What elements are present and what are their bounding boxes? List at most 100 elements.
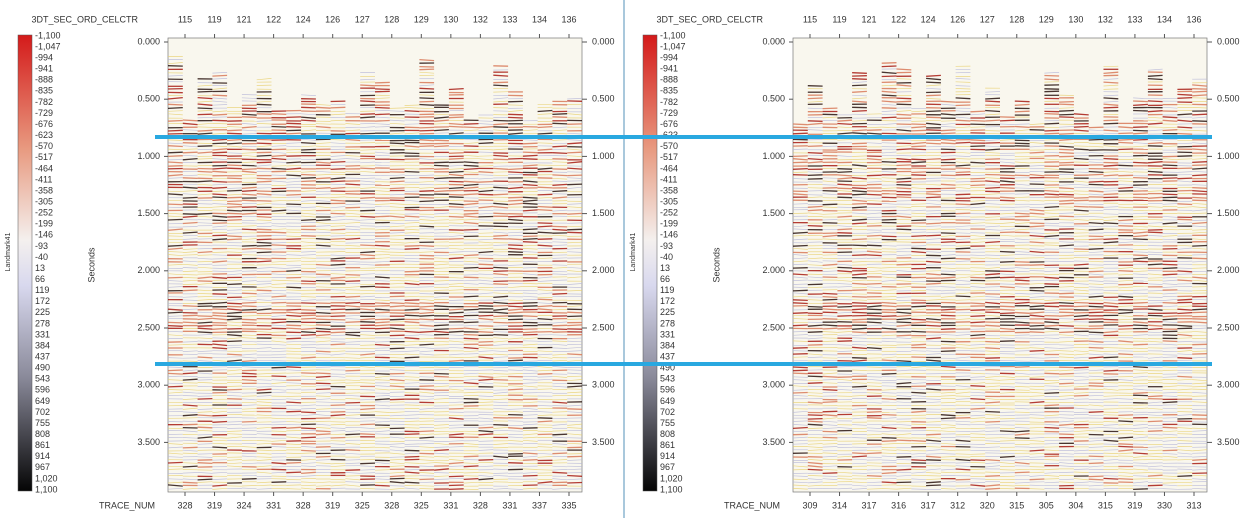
seismic-stroke [493,374,508,375]
seismic-stroke [227,143,242,144]
seismic-stroke [897,197,912,198]
seismic-stroke [272,322,287,323]
seismic-stroke [390,181,405,182]
seismic-stroke [449,328,464,329]
seismic-stroke [390,348,405,349]
seismic-stroke [272,424,287,425]
seismic-stroke [301,341,316,342]
top-tick-label: 130 [443,14,458,24]
seismic-stroke [405,309,420,310]
seismic-stroke [257,162,272,163]
seismic-stroke [1118,149,1133,150]
seismic-stroke [523,239,538,240]
seismic-stroke [257,246,272,247]
colorbar-label: 384 [35,340,50,350]
seismic-stroke [375,303,390,304]
seismic-stroke [198,213,213,214]
seismic-stroke [926,111,941,112]
seismic-stroke [493,175,508,176]
seismic-stroke [419,294,434,295]
seismic-stroke [523,152,538,153]
seismic-stroke [1192,162,1207,163]
colorbar-label: 702 [660,407,675,417]
left-tick-label: 1.000 [137,151,160,161]
seismic-stroke [911,220,926,221]
seismic-stroke [808,153,823,154]
seismic-stroke [419,223,434,224]
seismic-stroke [345,166,360,167]
top-tick-label: 134 [532,14,547,24]
colorbar-label: 914 [35,451,50,461]
seismic-stroke [464,248,479,249]
bottom-tick-label: 328 [177,500,192,510]
colorbar-label: -888 [660,75,678,85]
seismic-stroke [375,108,390,109]
seismic-stroke [538,194,553,195]
seismic-stroke [1089,174,1104,175]
seismic-stroke [941,130,956,131]
seismic-stroke [449,344,464,345]
seismic-stroke [286,485,301,486]
seismic-stroke [301,107,316,108]
seismic-stroke [956,142,971,143]
seismic-stroke [419,306,434,307]
seismic-stroke [508,463,523,464]
seismic-stroke [375,89,390,90]
seismic-stroke [360,447,375,448]
seismic-stroke [301,437,316,438]
seismic-stroke [227,220,242,221]
seismic-stroke [464,296,479,297]
seismic-stroke [1074,187,1089,188]
seismic-stroke [1192,246,1207,247]
seismic-stroke [331,181,346,182]
colorbar-label: -623 [35,130,53,140]
seismic-stroke [168,108,183,109]
seismic-stroke [405,249,420,250]
seismic-stroke [286,476,301,477]
seismic-stroke [168,104,183,105]
seismic-stroke [257,168,272,169]
seismic-stroke [168,152,183,153]
seismic-stroke [227,303,242,304]
seismic-stroke [286,463,301,464]
seismic-stroke [227,284,242,285]
seismic-stroke [183,373,198,374]
seismic-stroke [212,422,227,423]
seismic-stroke [1044,133,1059,134]
seismic-stroke [1015,111,1030,112]
seismic-stroke [479,306,494,307]
seismic-stroke [523,242,538,243]
seismic-stroke [360,252,375,253]
seismic-stroke [375,312,390,313]
seismic-stroke [345,303,360,304]
seismic-stroke [523,283,538,284]
seismic-stroke [1059,179,1074,180]
seismic-stroke [198,146,213,147]
seismic-stroke [242,169,257,170]
seismic-stroke [198,427,213,428]
seismic-stroke [212,117,227,118]
seismic-stroke [552,434,567,435]
seismic-stroke [479,414,494,415]
seismic-stroke [345,450,360,451]
seismic-stroke [183,315,198,316]
seismic-stroke [1089,184,1104,185]
seismic-stroke [212,294,227,295]
seismic-stroke [331,239,346,240]
seismic-stroke [538,475,553,476]
seismic-stroke [419,486,434,487]
seismic-stroke [301,450,316,451]
seismic-stroke [331,229,346,230]
seismic-stroke [168,322,183,323]
seismic-stroke [1044,76,1059,77]
colorbar-label: -252 [660,208,678,218]
seismic-stroke [360,239,375,240]
seismic-stroke [1030,213,1045,214]
seismic-stroke [508,389,523,390]
seismic-stroke [212,328,227,329]
seismic-stroke [212,75,227,76]
seismic-stroke [198,357,213,358]
seismic-stroke [897,149,912,150]
seismic-stroke [1044,79,1059,80]
seismic-stroke [538,431,553,432]
